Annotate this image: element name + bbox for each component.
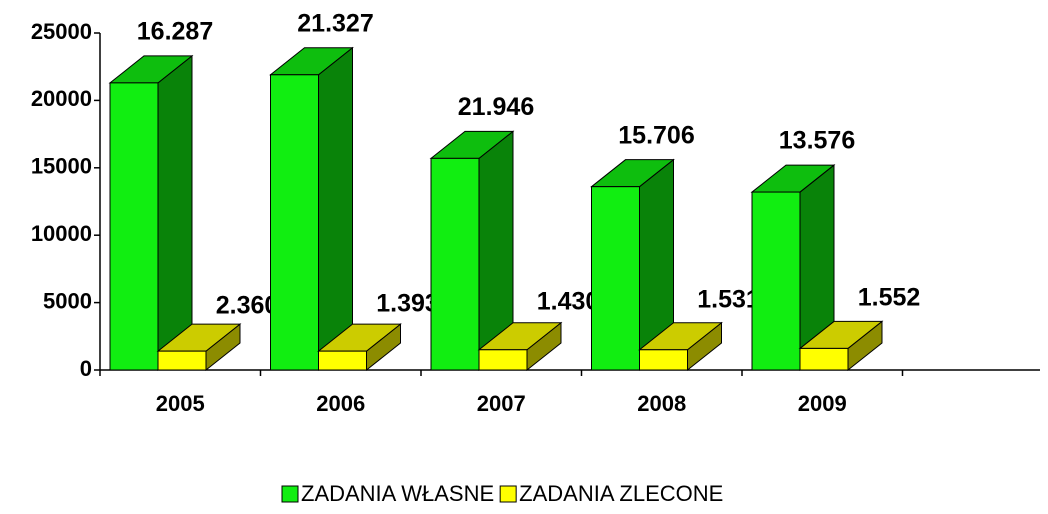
bar	[269, 46, 354, 372]
y-tick-label: 20000	[31, 86, 92, 111]
x-tick-label: 2009	[798, 391, 847, 416]
y-tick-label: 10000	[31, 221, 92, 246]
bar-face	[157, 54, 193, 372]
bar-face	[430, 157, 480, 371]
bar	[590, 158, 675, 372]
bar	[638, 321, 723, 372]
legend-label: ZADANIA WŁASNE	[301, 481, 494, 506]
bar	[477, 321, 563, 372]
bar	[108, 54, 194, 372]
x-tick-label: 2007	[477, 391, 526, 416]
bar-face	[591, 186, 640, 371]
bar	[798, 320, 884, 372]
data-annotation: 15.706	[618, 121, 694, 149]
bar-face	[318, 46, 353, 372]
bar-face	[318, 350, 367, 371]
bar-face	[639, 349, 688, 371]
data-annotation: 2.360	[216, 292, 279, 320]
y-tick-label: 0	[80, 356, 92, 381]
bar-face	[270, 74, 319, 371]
y-tick-label: 25000	[31, 19, 92, 44]
bar	[429, 130, 515, 372]
y-tick-label: 5000	[43, 288, 92, 313]
bar	[156, 323, 242, 372]
bar-face	[478, 349, 528, 371]
data-annotation: 1.430	[537, 288, 600, 316]
y-tick-label: 15000	[31, 154, 92, 179]
data-annotation: 21.946	[458, 93, 534, 121]
x-tick-label: 2005	[156, 391, 205, 416]
x-tick-label: 2006	[316, 391, 365, 416]
bar-face	[799, 347, 849, 371]
bar	[750, 164, 836, 372]
legend-swatch	[281, 485, 299, 503]
data-annotation: 16.287	[137, 17, 213, 45]
data-annotation: 13.576	[779, 127, 855, 155]
data-annotation: 21.327	[297, 9, 373, 37]
legend-label: ZADANIA ZLECONE	[519, 481, 723, 506]
bar	[317, 323, 402, 372]
x-tick-label: 2008	[637, 391, 686, 416]
data-annotation: 1.393	[376, 290, 439, 318]
data-annotation: 1.552	[858, 284, 921, 312]
bar-face	[751, 191, 801, 371]
data-annotation: 1.531	[697, 286, 760, 314]
bar-face	[109, 82, 159, 371]
bar-face	[157, 350, 207, 371]
legend-swatch	[499, 485, 517, 503]
